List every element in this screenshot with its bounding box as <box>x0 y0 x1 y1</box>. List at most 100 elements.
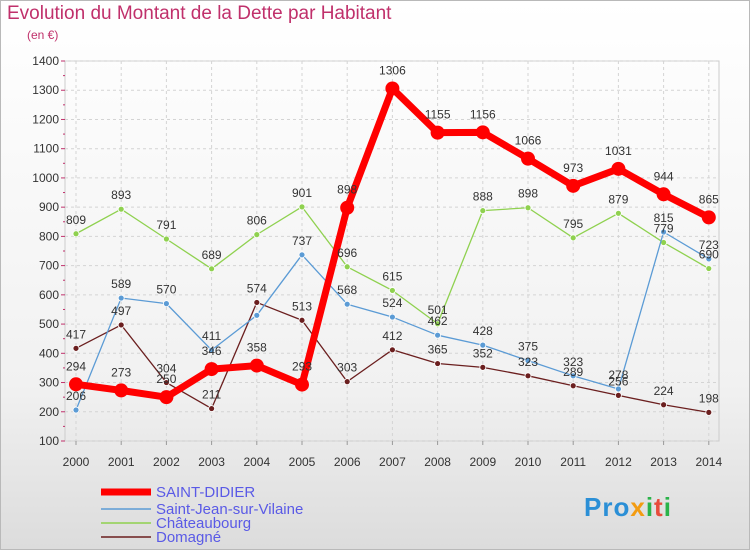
unit-label: (en €) <box>27 28 59 42</box>
data-label: 1306 <box>379 63 406 77</box>
data-point-saint-jean-sur-vilaine <box>208 346 216 354</box>
data-point-domagne <box>162 379 170 386</box>
data-label: 278 <box>608 368 628 382</box>
data-label: 294 <box>66 359 86 373</box>
x-tick-label: 2011 <box>560 455 586 469</box>
data-label: 570 <box>156 283 176 297</box>
data-label: 1066 <box>515 134 542 148</box>
x-tick-label: 2012 <box>605 455 632 469</box>
data-label: 815 <box>654 211 674 225</box>
data-point-saint-didier <box>249 358 264 373</box>
y-tick-label: 1100 <box>33 142 59 156</box>
data-point-saint-jean-sur-vilaine <box>615 385 622 393</box>
data-label: 323 <box>518 355 538 369</box>
data-label: 497 <box>111 304 131 318</box>
data-point-saint-didier <box>69 377 83 392</box>
data-point-domagne <box>615 391 622 399</box>
data-label: 293 <box>292 360 312 374</box>
data-point-domagne <box>388 346 396 354</box>
data-point-saint-didier <box>340 200 355 215</box>
data-point-domagne <box>208 405 216 412</box>
data-label: 198 <box>699 391 719 405</box>
data-label: 224 <box>654 384 674 398</box>
y-tick-label: 600 <box>39 288 59 302</box>
data-label: 250 <box>156 372 176 386</box>
data-point-saint-didier <box>114 383 129 398</box>
proxiti-logo: Proxiti <box>584 492 672 522</box>
y-tick-label: 700 <box>39 259 59 273</box>
data-point-saint-jean-sur-vilaine <box>524 357 532 365</box>
data-label: 428 <box>473 324 493 338</box>
data-point-chateaubourg <box>162 235 170 243</box>
data-label: 211 <box>202 388 221 402</box>
data-label: 346 <box>202 344 222 358</box>
x-tick-label: 2009 <box>469 455 496 469</box>
data-label: 723 <box>699 238 719 252</box>
data-label: 689 <box>202 248 222 262</box>
data-point-chateaubourg <box>479 207 487 215</box>
data-point-chateaubourg <box>72 230 80 238</box>
y-tick-label: 100 <box>39 434 59 448</box>
data-label: 365 <box>428 343 448 357</box>
y-tick-label: 400 <box>39 346 59 360</box>
data-point-saint-didier <box>521 151 535 166</box>
data-point-domagne <box>72 344 80 352</box>
data-label: 1156 <box>470 107 496 121</box>
data-point-domagne <box>569 382 577 390</box>
data-point-domagne <box>434 360 442 367</box>
data-label: 879 <box>608 192 628 206</box>
data-point-domagne <box>660 401 667 409</box>
data-label: 574 <box>247 281 267 295</box>
data-point-saint-didier <box>295 377 309 392</box>
data-label: 779 <box>654 222 674 236</box>
x-tick-label: 2008 <box>424 455 451 469</box>
data-label: 865 <box>699 192 719 206</box>
data-point-saint-jean-sur-vilaine <box>253 311 261 319</box>
data-label: 901 <box>292 186 312 200</box>
y-tick-label: 500 <box>39 317 59 331</box>
y-tick-label: 1000 <box>32 171 59 185</box>
data-point-saint-jean-sur-vilaine <box>479 341 487 349</box>
data-label: 323 <box>563 355 583 369</box>
data-label: 696 <box>337 246 357 260</box>
data-point-domagne <box>705 408 713 416</box>
data-point-saint-jean-sur-vilaine <box>162 300 170 308</box>
data-point-saint-jean-sur-vilaine <box>705 255 713 263</box>
data-label: 690 <box>699 248 719 262</box>
data-point-chateaubourg <box>524 204 532 212</box>
data-point-domagne <box>253 299 261 306</box>
data-label: 795 <box>563 217 583 231</box>
x-tick-label: 2002 <box>153 455 180 469</box>
data-label: 524 <box>382 296 402 310</box>
data-label: 303 <box>337 361 357 375</box>
data-point-saint-jean-sur-vilaine <box>660 228 667 236</box>
x-tick-label: 2007 <box>379 455 406 469</box>
data-point-chateaubourg <box>253 231 261 239</box>
data-label: 358 <box>247 341 267 355</box>
x-tick-label: 2000 <box>63 455 90 469</box>
data-label: 589 <box>111 277 131 291</box>
data-label: 888 <box>473 190 493 204</box>
data-point-domagne <box>343 378 351 386</box>
y-tick-label: 300 <box>39 376 59 390</box>
data-label: 893 <box>111 188 131 202</box>
data-label: 1031 <box>605 144 632 158</box>
data-point-chateaubourg <box>343 263 351 271</box>
data-point-saint-jean-sur-vilaine <box>343 300 351 308</box>
data-point-chateaubourg <box>388 287 396 294</box>
x-tick-label: 2010 <box>515 455 542 469</box>
data-point-saint-didier <box>566 178 581 193</box>
data-point-saint-didier <box>159 390 174 405</box>
chart-title: Evolution du Montant de la Dette par Hab… <box>7 3 392 24</box>
data-label: 206 <box>66 389 86 403</box>
data-label: 273 <box>111 365 131 379</box>
data-label: 412 <box>382 329 402 343</box>
data-label: 568 <box>337 283 357 297</box>
data-point-chateaubourg <box>117 205 125 213</box>
data-label: 898 <box>337 183 357 197</box>
data-point-chateaubourg <box>569 234 577 242</box>
data-point-domagne <box>479 363 487 371</box>
y-tick-label: 800 <box>39 229 59 243</box>
